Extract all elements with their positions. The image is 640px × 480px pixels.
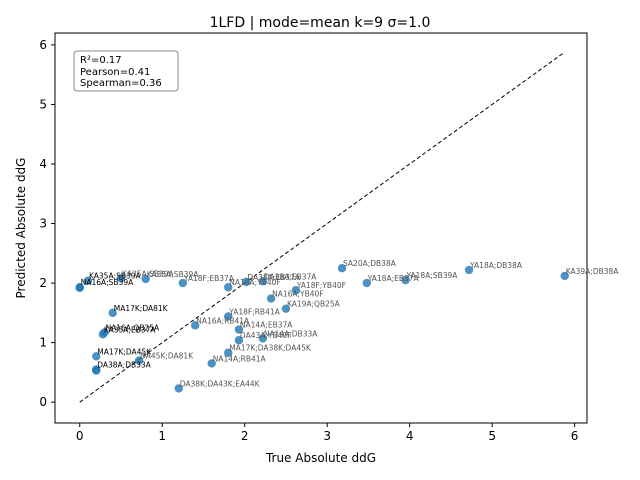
point-label: NA14A;DB33A [264,329,318,338]
y-tick-label: 0 [39,395,47,409]
data-point [141,274,150,284]
point-label: NA14A;EB37A [240,321,293,330]
y-tick-label: 5 [39,97,47,111]
x-axis: 0 1 2 3 4 5 6 [76,423,579,443]
x-tick-label: 1 [158,429,166,443]
point-label: DA38A;DB33A [97,360,151,369]
data-point [337,263,347,273]
data-point [108,308,117,318]
point-label: KA19A;QB25A [287,300,341,309]
data-point [224,283,233,292]
data-points [75,263,569,393]
chart-title: 1LFD | mode=mean k=9 σ=1.0 [210,15,431,31]
point-label: MA17K;DA81K [114,304,169,313]
y-tick-label: 1 [39,336,47,350]
y-axis: 0 1 2 3 4 5 6 [39,38,55,409]
point-label: DA45K;DA81K [140,351,194,360]
data-point [207,359,216,368]
point-label: MA17K;DA45K [97,347,152,356]
point-label: KA35A;EB37A [104,325,157,334]
point-label: DA38K;DA43K;EA44K [180,379,261,388]
x-tick-label: 4 [406,429,414,443]
point-label: YA18F;YB40F [296,281,346,290]
data-point [75,283,84,293]
point-labels: KA35A;SB39ANA16A;SB39AKA35A;SB39AKA35A;S… [81,259,620,388]
y-tick-label: 6 [39,38,47,52]
point-label: KA35A;SB39A [89,272,142,281]
data-point [258,334,268,343]
y-tick-label: 2 [39,276,47,290]
data-point [266,294,276,303]
data-point [281,304,291,313]
data-point [92,352,101,361]
point-label: YA18A;EB37A [367,274,420,283]
data-point [83,276,93,285]
point-label: MA17K;DA38K;DA45K [229,344,312,353]
data-point [234,325,244,334]
point-label: DA38A;EB37A [247,273,300,282]
plot-frame [54,32,588,424]
data-point [134,356,144,365]
x-tick-label: 5 [488,429,496,443]
data-point [291,286,301,295]
y-tick-label: 3 [39,217,47,231]
data-point [258,277,268,286]
data-point [242,277,251,287]
point-label: YA18F;EB37A [183,274,235,283]
data-point [234,336,244,345]
x-tick-label: 3 [323,429,331,443]
data-point [401,275,410,285]
stat-spearman: Spearman=0.36 [80,78,162,89]
data-point [191,321,200,330]
diagonal-line [79,51,566,403]
point-label: KA39A;DB38A [566,267,620,276]
point-label: NA16A;RB41A [196,316,250,325]
data-point [178,278,188,288]
point-label: NA16A;SB39A [81,278,134,287]
x-axis-label: True Absolute ddG [265,451,376,465]
point-label: DA43A;YB40F [240,331,292,340]
point-label: YA18A;DB38A [469,261,523,270]
point-label: KA35A;SB39A [122,269,175,278]
y-axis-label: Predicted Absolute ddG [14,158,28,299]
point-label: NA16A;YB40F [229,278,281,287]
data-point [224,312,233,321]
stat-pearson: Pearson=0.41 [80,67,150,78]
data-point [560,271,569,281]
data-point [362,278,371,288]
x-tick-label: 6 [571,429,579,443]
point-label: YA18F;RB41A [228,307,280,316]
point-label: NA14A;RB41A [213,354,267,363]
data-point [98,330,108,339]
data-point [174,384,183,393]
data-point [464,265,474,275]
stats-box: R²=0.17 Pearson=0.41 Spearman=0.36 [73,50,179,92]
diagonal-reference [79,51,566,403]
stat-r2: R²=0.17 [80,55,122,66]
point-label: SA20A;DB38A [343,259,397,268]
x-tick-label: 0 [76,429,84,443]
data-point [224,348,233,357]
data-point [92,366,101,375]
point-label: KA35A;SB39A [147,270,200,279]
point-label: YA18A;SB39A [406,271,459,280]
x-tick-label: 2 [241,429,249,443]
y-tick-label: 4 [39,157,47,171]
data-point [116,274,126,283]
point-label: DA38A;EB37A [264,272,317,281]
point-label: NA16A;QB25A [105,323,160,332]
point-label: NA16A;YB40F [272,290,324,299]
